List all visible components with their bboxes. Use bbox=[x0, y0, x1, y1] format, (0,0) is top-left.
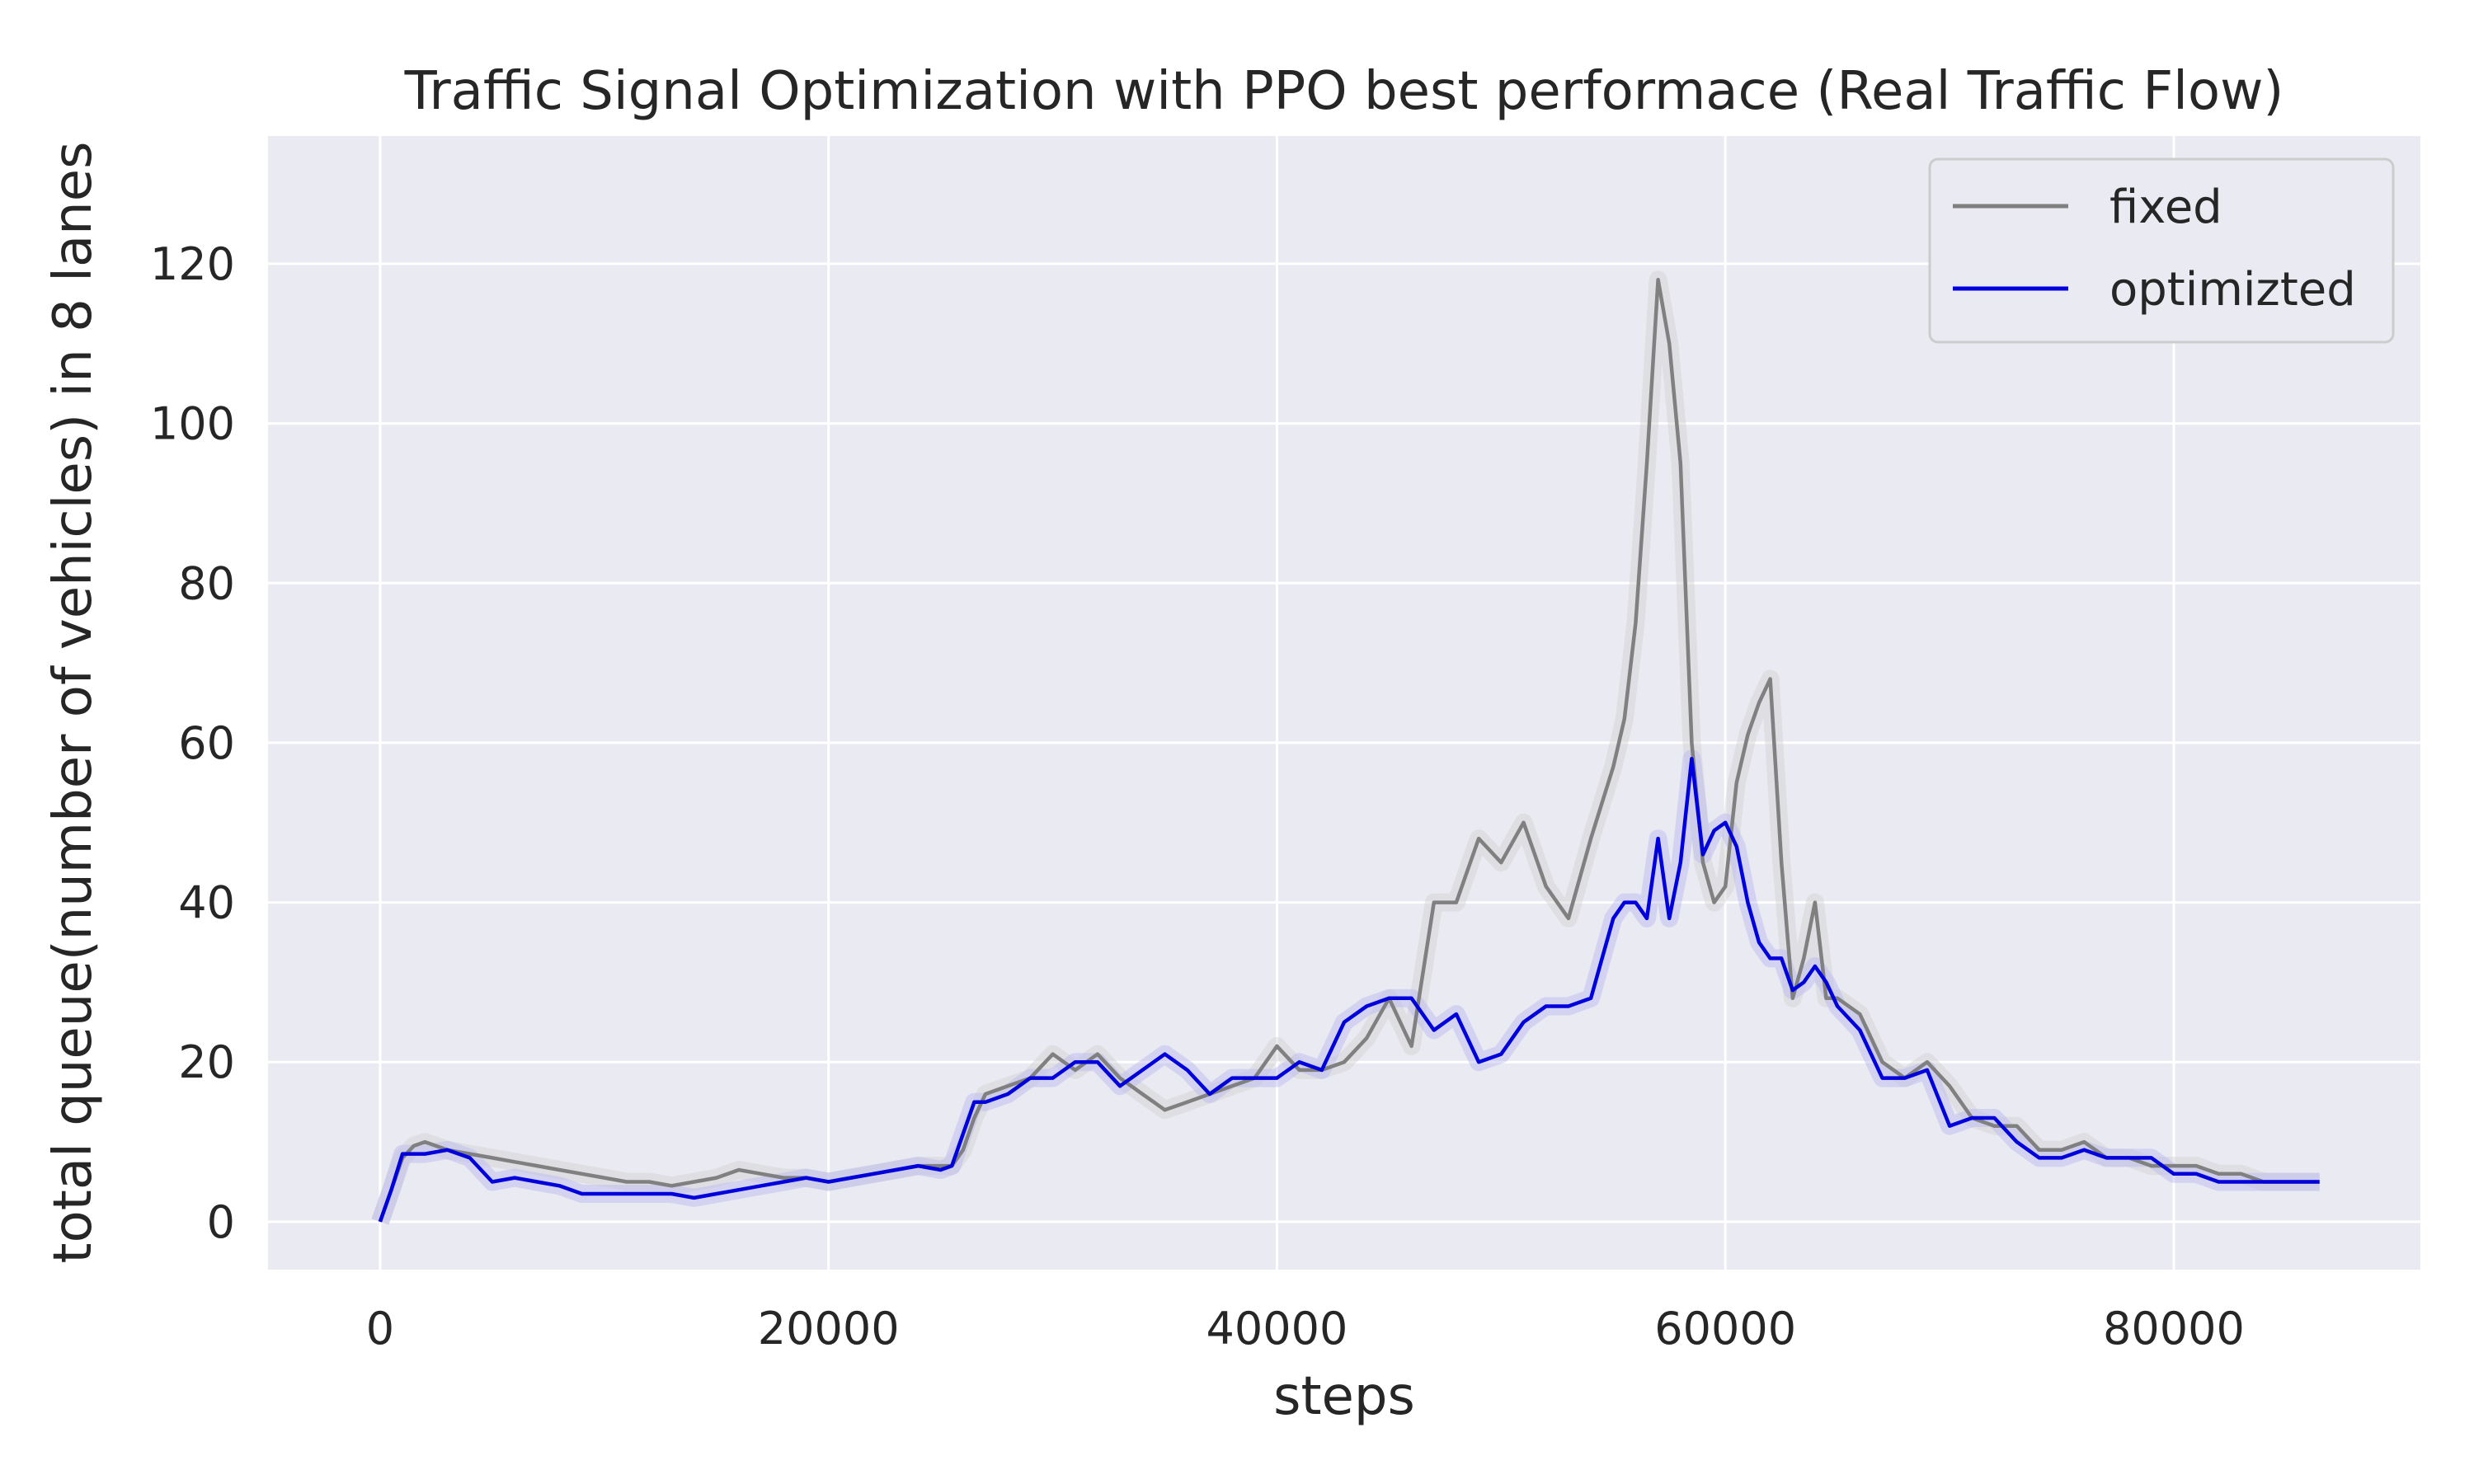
series-line-fixed bbox=[378, 278, 2320, 1223]
y-tick-label: 40 bbox=[178, 877, 235, 929]
legend-label-fixed: fixed bbox=[2109, 181, 2222, 234]
chart-title: Traffic Signal Optimization with PPO bes… bbox=[404, 61, 2284, 122]
series-line-optimizted bbox=[378, 757, 2320, 1223]
x-axis-label: steps bbox=[1273, 1366, 1415, 1427]
y-tick-label: 20 bbox=[178, 1036, 235, 1088]
y-tick-label: 80 bbox=[178, 557, 235, 609]
x-tick-label: 20000 bbox=[758, 1303, 900, 1355]
series-layer bbox=[371, 270, 2320, 1225]
x-tick-label: 80000 bbox=[2103, 1303, 2245, 1355]
legend: fixed optimizted bbox=[1928, 157, 2395, 344]
y-tick-label: 0 bbox=[207, 1196, 235, 1248]
x-tick-label: 0 bbox=[366, 1303, 394, 1355]
legend-label-optimizted: optimizted bbox=[2109, 263, 2356, 317]
x-tick-label: 60000 bbox=[1654, 1303, 1796, 1355]
tick-labels: 0 20 40 60 80 100 120 0 20000 40000 60000 80000 bbox=[150, 238, 2245, 1355]
y-tick-label: 100 bbox=[150, 398, 235, 450]
y-tick-label: 60 bbox=[178, 717, 235, 769]
y-axis-label: total queue(number of vehicles) in 8 lan… bbox=[43, 142, 104, 1264]
x-tick-label: 40000 bbox=[1206, 1303, 1348, 1355]
y-tick-label: 120 bbox=[150, 238, 235, 290]
